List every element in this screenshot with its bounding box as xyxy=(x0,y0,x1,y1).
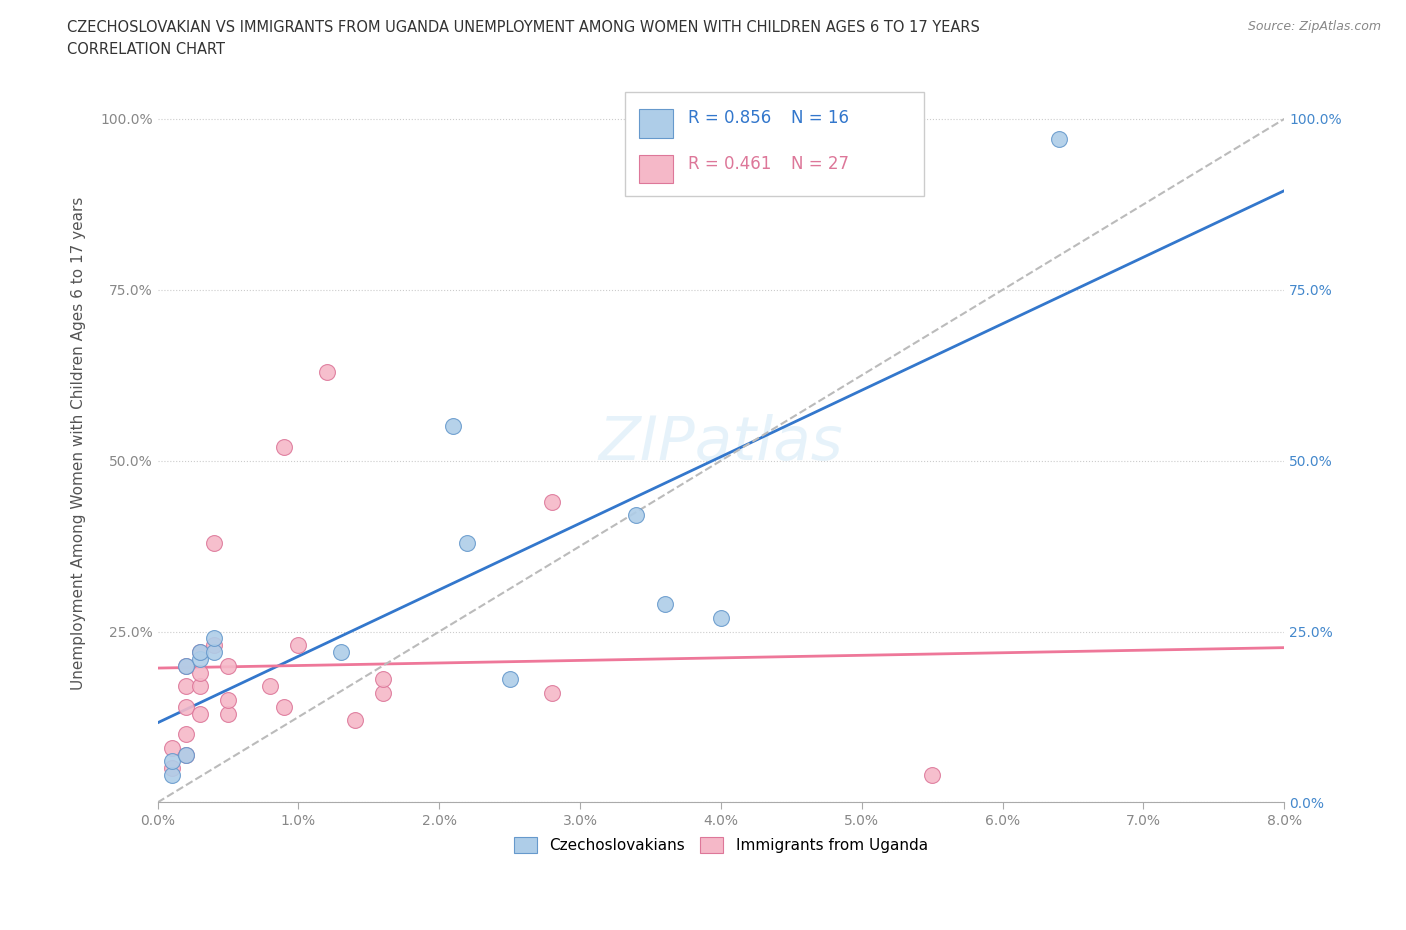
Point xyxy=(217,706,239,721)
Point xyxy=(202,631,225,645)
Point xyxy=(160,740,183,755)
Point xyxy=(160,761,183,776)
Point xyxy=(160,754,183,769)
Point xyxy=(259,679,281,694)
Point xyxy=(315,365,337,379)
Point xyxy=(174,679,197,694)
Text: R = 0.461: R = 0.461 xyxy=(689,155,772,173)
Text: ZIPatlas: ZIPatlas xyxy=(599,414,844,473)
Point xyxy=(654,597,676,612)
FancyBboxPatch shape xyxy=(638,109,672,138)
Point xyxy=(371,672,394,687)
Point xyxy=(1047,132,1070,147)
Point xyxy=(541,494,564,509)
Point xyxy=(343,713,366,728)
Point xyxy=(626,508,648,523)
Point xyxy=(329,644,352,659)
Point xyxy=(188,665,211,680)
Point xyxy=(710,610,733,625)
Point xyxy=(188,679,211,694)
Point xyxy=(188,644,211,659)
Text: N = 27: N = 27 xyxy=(790,155,849,173)
Point xyxy=(456,536,478,551)
Text: CORRELATION CHART: CORRELATION CHART xyxy=(67,42,225,57)
FancyBboxPatch shape xyxy=(638,154,672,183)
Point xyxy=(160,767,183,782)
Point xyxy=(371,685,394,700)
Point xyxy=(441,419,464,434)
Point xyxy=(174,699,197,714)
Point xyxy=(921,767,943,782)
Point xyxy=(174,658,197,673)
FancyBboxPatch shape xyxy=(626,92,924,196)
Text: Source: ZipAtlas.com: Source: ZipAtlas.com xyxy=(1247,20,1381,33)
Point xyxy=(273,699,295,714)
Point xyxy=(287,638,309,653)
Point xyxy=(174,726,197,741)
Point xyxy=(217,693,239,708)
Point xyxy=(188,644,211,659)
Text: R = 0.856: R = 0.856 xyxy=(689,110,772,127)
Point xyxy=(188,651,211,666)
Point xyxy=(174,747,197,762)
Text: CZECHOSLOVAKIAN VS IMMIGRANTS FROM UGANDA UNEMPLOYMENT AMONG WOMEN WITH CHILDREN: CZECHOSLOVAKIAN VS IMMIGRANTS FROM UGAND… xyxy=(67,20,980,35)
Point xyxy=(217,658,239,673)
Point xyxy=(499,672,522,687)
Point xyxy=(202,644,225,659)
Point xyxy=(541,685,564,700)
Point xyxy=(174,747,197,762)
Point xyxy=(202,536,225,551)
Point xyxy=(202,638,225,653)
Point xyxy=(273,440,295,455)
Legend: Czechoslovakians, Immigrants from Uganda: Czechoslovakians, Immigrants from Uganda xyxy=(508,831,934,859)
Y-axis label: Unemployment Among Women with Children Ages 6 to 17 years: Unemployment Among Women with Children A… xyxy=(72,197,86,690)
Text: N = 16: N = 16 xyxy=(790,110,849,127)
Point xyxy=(188,706,211,721)
Point xyxy=(174,658,197,673)
